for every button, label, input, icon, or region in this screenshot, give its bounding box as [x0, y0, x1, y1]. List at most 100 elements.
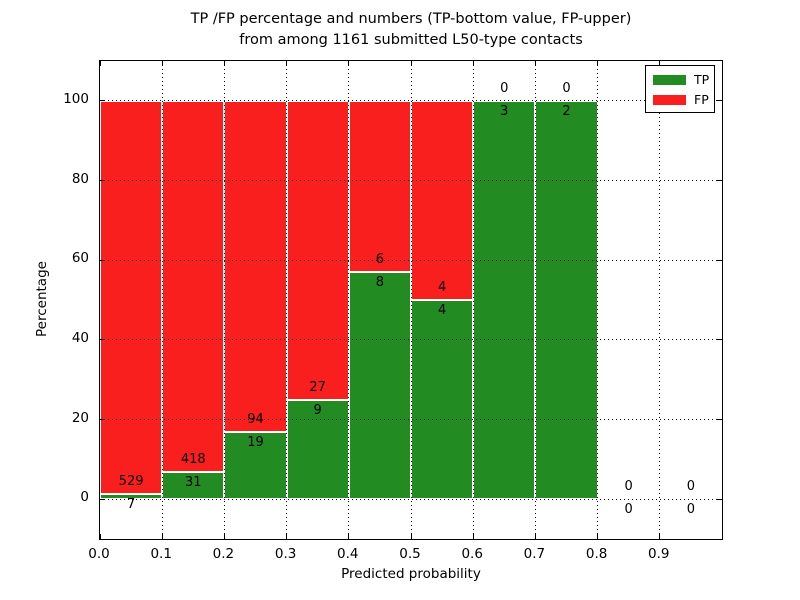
y-tick-label: 60: [71, 250, 89, 267]
bar-fp-segment: [224, 100, 287, 433]
tp-swatch-icon: [653, 74, 686, 85]
plot-area: 529 7 418 31 94 19 27 9 6 8 4 4 0 3 0 2 0 0 0 0: [99, 60, 723, 540]
x-tick-label: 0.1: [150, 546, 172, 562]
x-tick-bottom: [534, 534, 536, 539]
x-tick-top: [348, 61, 350, 66]
chart-title-line2: from among 1161 submitted L50-type conta…: [239, 32, 583, 48]
bar-fp-segment: [411, 100, 474, 300]
bar-tp-segment: [162, 471, 225, 500]
y-tick-right: [717, 498, 722, 500]
x-tick-bottom: [659, 534, 661, 539]
vertical-gridline: [286, 61, 288, 539]
y-tick-left: [100, 259, 105, 261]
x-axis-label: Predicted probability: [341, 566, 481, 582]
vertical-gridline: [659, 61, 661, 539]
vertical-gridline: [223, 61, 225, 539]
tp-count-label: 0: [624, 502, 633, 518]
x-tick-label: 0.4: [337, 546, 359, 562]
fp-swatch-icon: [653, 94, 686, 105]
x-tick-top: [534, 61, 536, 66]
fp-count-label: 0: [686, 479, 696, 495]
tp-count-label: 19: [247, 435, 264, 451]
fp-count-label: 4: [437, 280, 447, 295]
x-tick-label: 0.0: [88, 546, 110, 562]
tp-count-label: 7: [126, 496, 136, 512]
tp-count-label: 4: [437, 303, 447, 318]
legend-entry-tp: TP: [653, 72, 714, 87]
x-tick-top: [472, 61, 474, 66]
bar-fp-segment: [286, 100, 349, 400]
tp-count-label: 9: [313, 402, 322, 418]
y-tick-right: [717, 180, 722, 181]
x-tick-top: [597, 61, 599, 66]
x-tick-label: 0.8: [585, 546, 608, 562]
y-tick-right: [717, 419, 722, 420]
x-tick-top: [99, 61, 101, 66]
vertical-gridline: [597, 61, 599, 539]
x-tick-top: [659, 61, 661, 66]
y-tick-left: [100, 180, 105, 181]
x-tick-label: 0.7: [523, 546, 546, 562]
x-tick-top: [410, 61, 412, 66]
bar-tp-segment: [535, 100, 598, 500]
x-tick-bottom: [286, 534, 288, 539]
y-tick-left: [100, 498, 105, 500]
bar-fp-segment: [162, 100, 225, 472]
fp-count-label: 6: [375, 251, 385, 267]
x-tick-bottom: [348, 534, 350, 539]
x-tick-label: 0.3: [274, 546, 297, 562]
bar-tp-segment: [286, 399, 349, 500]
tp-count-label: 3: [500, 103, 509, 119]
y-tick-label: 0: [80, 489, 89, 506]
chart-title-line1: TP /FP percentage and numbers (TP-bottom…: [190, 11, 632, 27]
vertical-gridline: [348, 61, 350, 539]
bar-tp-segment: [473, 100, 536, 500]
y-tick-label: 100: [63, 90, 89, 107]
bar-tp-segment: [411, 300, 474, 500]
tp-count-label: 0: [686, 502, 696, 518]
y-tick-label: 40: [71, 329, 89, 346]
chart-title: TP /FP percentage and numbers (TP-bottom…: [99, 9, 723, 51]
x-tick-bottom: [410, 534, 412, 539]
y-tick-left: [100, 339, 105, 341]
vertical-gridline: [472, 61, 474, 539]
x-tick-label: 0.9: [648, 546, 670, 562]
y-tick-right: [717, 100, 722, 102]
x-tick-label: 0.5: [399, 546, 421, 562]
tp-count-label: 2: [562, 103, 571, 119]
x-tick-bottom: [472, 534, 474, 539]
fp-count-label: 27: [309, 379, 326, 395]
tp-count-label: 8: [375, 274, 385, 290]
y-tick-right: [717, 259, 722, 261]
vertical-gridline: [534, 61, 536, 539]
y-tick-label: 80: [71, 170, 89, 187]
legend-entry-fp: FP: [653, 92, 714, 107]
x-tick-top: [286, 61, 288, 66]
bar-fp-segment: [100, 100, 163, 494]
bar-tp-segment: [100, 493, 163, 500]
bar-fp-segment: [348, 100, 411, 272]
fp-legend-label: FP: [694, 92, 709, 107]
x-tick-label: 0.6: [461, 546, 483, 562]
y-tick-right: [717, 339, 722, 341]
tp-legend-label: TP: [694, 72, 710, 87]
fp-count-label: 0: [624, 479, 633, 495]
fp-count-label: 418: [180, 451, 206, 467]
fp-count-label: 0: [500, 80, 509, 96]
x-tick-bottom: [99, 534, 101, 539]
y-tick-label: 20: [71, 409, 89, 426]
y-tick-left: [100, 419, 105, 420]
x-tick-bottom: [597, 534, 599, 539]
bar-tp-segment: [224, 432, 287, 500]
x-tick-bottom: [161, 534, 163, 539]
tp-count-label: 31: [185, 474, 202, 490]
fp-count-label: 0: [562, 80, 571, 96]
legend: TP FP: [645, 65, 715, 113]
y-tick-left: [100, 100, 105, 102]
vertical-gridline: [161, 61, 163, 539]
fp-count-label: 94: [247, 412, 264, 428]
fp-count-label: 529: [118, 473, 144, 489]
bar-tp-segment: [348, 271, 411, 500]
x-tick-bottom: [223, 534, 225, 539]
